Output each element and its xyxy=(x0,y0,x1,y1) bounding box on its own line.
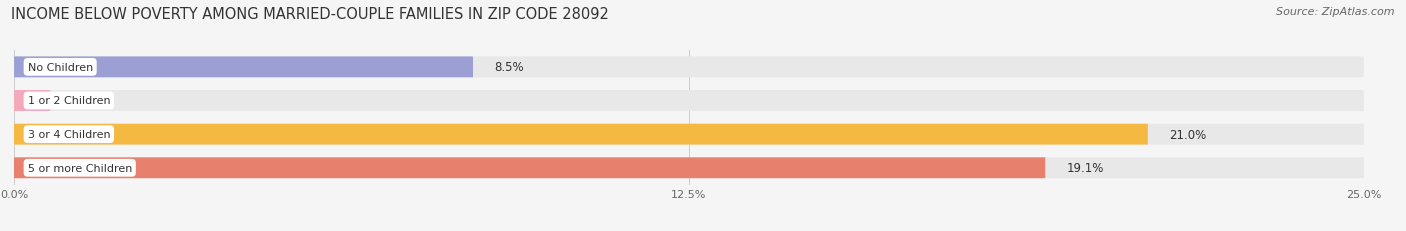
Text: No Children: No Children xyxy=(28,63,93,73)
FancyBboxPatch shape xyxy=(14,91,1364,111)
FancyBboxPatch shape xyxy=(14,91,51,111)
FancyBboxPatch shape xyxy=(14,57,472,78)
Text: Source: ZipAtlas.com: Source: ZipAtlas.com xyxy=(1277,7,1395,17)
FancyBboxPatch shape xyxy=(14,124,1364,145)
Text: 21.0%: 21.0% xyxy=(1170,128,1206,141)
Text: 1 or 2 Children: 1 or 2 Children xyxy=(28,96,110,106)
FancyBboxPatch shape xyxy=(14,158,1364,178)
FancyBboxPatch shape xyxy=(14,57,1364,78)
Text: 5 or more Children: 5 or more Children xyxy=(28,163,132,173)
Text: INCOME BELOW POVERTY AMONG MARRIED-COUPLE FAMILIES IN ZIP CODE 28092: INCOME BELOW POVERTY AMONG MARRIED-COUPL… xyxy=(11,7,609,22)
Text: 19.1%: 19.1% xyxy=(1067,161,1104,175)
Text: 8.5%: 8.5% xyxy=(495,61,524,74)
Text: 0.67%: 0.67% xyxy=(72,94,110,108)
FancyBboxPatch shape xyxy=(14,124,1147,145)
FancyBboxPatch shape xyxy=(14,158,1045,178)
Text: 3 or 4 Children: 3 or 4 Children xyxy=(28,130,110,140)
